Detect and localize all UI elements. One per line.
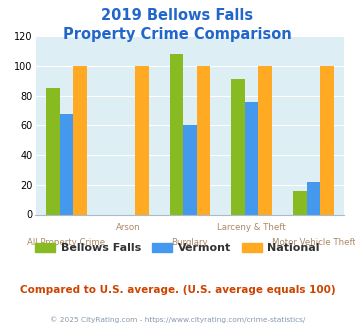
Bar xyxy=(231,80,245,214)
Bar xyxy=(73,66,87,214)
Text: 2019 Bellows Falls: 2019 Bellows Falls xyxy=(102,8,253,23)
Text: Larceny & Theft: Larceny & Theft xyxy=(217,223,286,232)
Bar xyxy=(258,66,272,214)
Bar xyxy=(183,125,197,214)
Bar xyxy=(170,54,183,214)
Text: All Property Crime: All Property Crime xyxy=(27,238,105,247)
Text: Property Crime Comparison: Property Crime Comparison xyxy=(63,27,292,42)
Text: Compared to U.S. average. (U.S. average equals 100): Compared to U.S. average. (U.S. average … xyxy=(20,285,335,295)
Text: © 2025 CityRating.com - https://www.cityrating.com/crime-statistics/: © 2025 CityRating.com - https://www.city… xyxy=(50,317,305,323)
Bar xyxy=(320,66,334,214)
Legend: Bellows Falls, Vermont, National: Bellows Falls, Vermont, National xyxy=(31,238,324,257)
Text: Burglary: Burglary xyxy=(171,238,208,247)
Bar xyxy=(46,88,60,214)
Bar xyxy=(60,114,73,214)
Bar xyxy=(135,66,148,214)
Bar xyxy=(293,191,307,214)
Bar xyxy=(245,102,258,214)
Text: Motor Vehicle Theft: Motor Vehicle Theft xyxy=(272,238,355,247)
Bar xyxy=(307,182,320,214)
Text: Arson: Arson xyxy=(116,223,141,232)
Bar xyxy=(197,66,210,214)
